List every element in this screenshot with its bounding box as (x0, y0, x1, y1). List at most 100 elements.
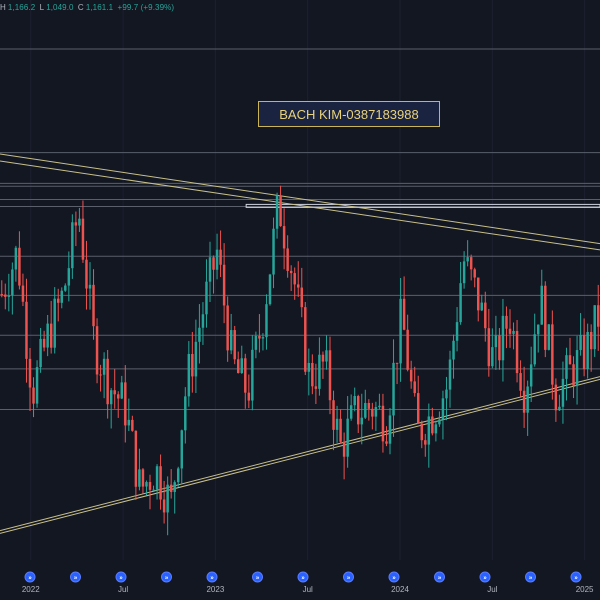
event-marker-icon (434, 571, 445, 583)
candle-body (268, 274, 272, 305)
candle-body (374, 407, 378, 417)
candle-body (201, 314, 205, 328)
candle-body (364, 402, 367, 418)
candle-body (71, 222, 74, 269)
event-marker-icon (252, 571, 263, 583)
candle-body (14, 247, 18, 270)
candle-body (558, 406, 561, 411)
low-label: L (39, 3, 45, 12)
event-marker-icon (388, 571, 400, 583)
candle-body (113, 390, 116, 395)
candle-body (381, 405, 385, 442)
candle-body (586, 331, 589, 369)
candle-body (99, 374, 102, 376)
candle-body (593, 305, 596, 350)
candle-body (357, 396, 360, 425)
candle-body (237, 359, 240, 374)
x-tick-label: 2025 (576, 585, 594, 594)
candle-body (155, 466, 159, 490)
event-marker-label: » (210, 576, 214, 582)
candle-body (60, 290, 63, 303)
candle-body (127, 419, 131, 426)
candle-body (409, 369, 413, 382)
candle-body (95, 326, 99, 375)
candle-body (597, 305, 600, 327)
candle-body (406, 329, 409, 370)
candle-body (85, 259, 88, 289)
candle-body (152, 489, 155, 491)
candle-body (589, 331, 593, 350)
candle-body (279, 195, 282, 227)
candle-body (247, 392, 251, 401)
candle-body (321, 354, 325, 362)
candle-body (212, 257, 215, 270)
event-marker-icon (115, 571, 127, 583)
x-tick-label: 2022 (22, 585, 40, 594)
candle-body (575, 350, 579, 386)
candle-body (505, 315, 508, 329)
candle-body (233, 330, 236, 360)
candle-body (417, 393, 420, 424)
candle-body (547, 324, 551, 350)
low-value: 1,049.0 (46, 3, 74, 12)
candle-body (367, 402, 371, 409)
candle-body (459, 283, 462, 323)
candle-body (28, 358, 32, 388)
candle-body (102, 358, 106, 375)
candle-body (124, 382, 127, 426)
candle-body (208, 257, 212, 282)
candle-body (169, 484, 173, 492)
candle-body (346, 418, 349, 457)
candle-body (166, 484, 169, 513)
candle-body (109, 390, 113, 405)
candle-body (501, 315, 505, 361)
candle-body (46, 323, 49, 348)
event-marker-icon (24, 571, 36, 583)
trendline (0, 160, 600, 251)
candle-body (162, 499, 166, 513)
candle-body (120, 382, 123, 399)
candle-body (529, 364, 533, 387)
close-label: C (77, 3, 84, 12)
event-marker-icon (206, 571, 218, 583)
candle-body (551, 324, 554, 385)
candle-body (385, 441, 388, 444)
candle-body (353, 396, 356, 406)
candle-body (88, 284, 92, 289)
candle-body (402, 298, 406, 330)
x-tick-label: Jul (118, 585, 128, 594)
candle-body (254, 335, 258, 350)
candle-body (297, 284, 300, 288)
high-value: 1,166.2 (7, 3, 36, 12)
candle-body (519, 373, 522, 391)
candle-body (491, 347, 494, 367)
event-marker-icon (343, 571, 354, 583)
candle-body (240, 358, 243, 374)
candle-body (314, 386, 318, 389)
candle-body (572, 364, 575, 386)
candle-body (286, 248, 289, 271)
candle-body (138, 469, 141, 487)
candle-body (342, 441, 346, 457)
candle-body (81, 218, 85, 260)
event-marker-label: » (574, 576, 578, 582)
candle-body (325, 350, 328, 362)
candle-body (515, 330, 519, 374)
candle-body (32, 387, 35, 404)
event-marker-label: » (438, 576, 442, 582)
candle-body (222, 264, 226, 306)
range-box (245, 203, 600, 208)
ohlc-legend: H 1,166.2 L 1,049.0 C 1,161.1 +99.7 (+9.39%… (0, 3, 176, 12)
event-marker-label: » (74, 576, 78, 582)
candle-body (445, 389, 448, 399)
candle-body (540, 285, 543, 325)
candle-body (7, 295, 11, 297)
candle-body (413, 381, 416, 394)
candle-body (39, 338, 42, 368)
candle-body (177, 468, 180, 483)
candle-body (42, 338, 46, 348)
candle-body (537, 324, 540, 335)
candle-body (4, 294, 7, 297)
